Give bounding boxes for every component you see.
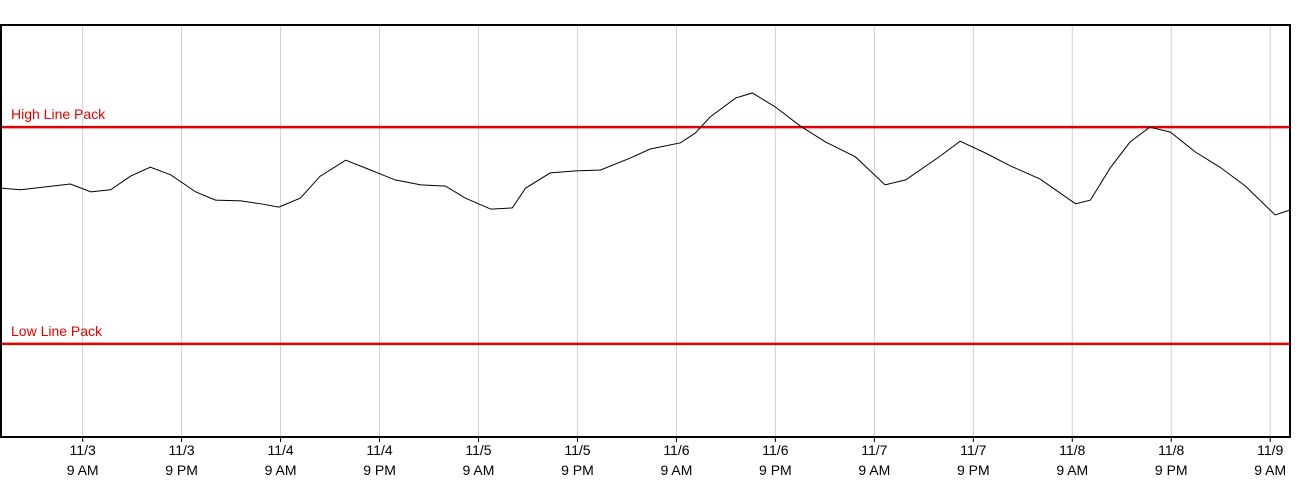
x-tick-label: 9 PM	[165, 462, 198, 478]
x-tick-label: 11/7	[861, 442, 887, 458]
x-tick-label: 11/5	[564, 442, 590, 458]
x-tick-label: 11/5	[465, 442, 491, 458]
x-tick-label: 9 PM	[759, 462, 792, 478]
x-tick-label: 11/6	[762, 442, 788, 458]
x-tick-label: 9 AM	[1056, 462, 1088, 478]
x-tick-label: 11/3	[70, 442, 96, 458]
x-tick-label: 11/7	[960, 442, 986, 458]
x-tick-label: 9 AM	[660, 462, 692, 478]
data-line	[0, 92, 1291, 216]
x-tick-label: 11/9	[1257, 442, 1283, 458]
x-tick-label: 9 AM	[1254, 462, 1286, 478]
plot-frame	[0, 24, 1291, 438]
x-tick-label: 9 PM	[957, 462, 990, 478]
x-tick-label: 11/6	[663, 442, 689, 458]
x-tick-label: 9 AM	[265, 462, 297, 478]
x-tick-label: 9 AM	[858, 462, 890, 478]
x-tick-label: 11/8	[1059, 442, 1085, 458]
x-tick-label: 11/4	[267, 442, 293, 458]
x-tick-label: 9 PM	[363, 462, 396, 478]
x-tick-label: 11/3	[168, 442, 194, 458]
reference-label: High Line Pack	[11, 106, 106, 122]
x-tick-label: 9 PM	[1155, 462, 1188, 478]
x-tick-label: 11/4	[366, 442, 392, 458]
x-tick-label: 9 AM	[463, 462, 495, 478]
x-tick-label: 9 AM	[67, 462, 99, 478]
x-tick-label: 9 PM	[561, 462, 594, 478]
reference-label: Low Line Pack	[11, 323, 103, 339]
x-tick-label: 11/8	[1158, 442, 1184, 458]
